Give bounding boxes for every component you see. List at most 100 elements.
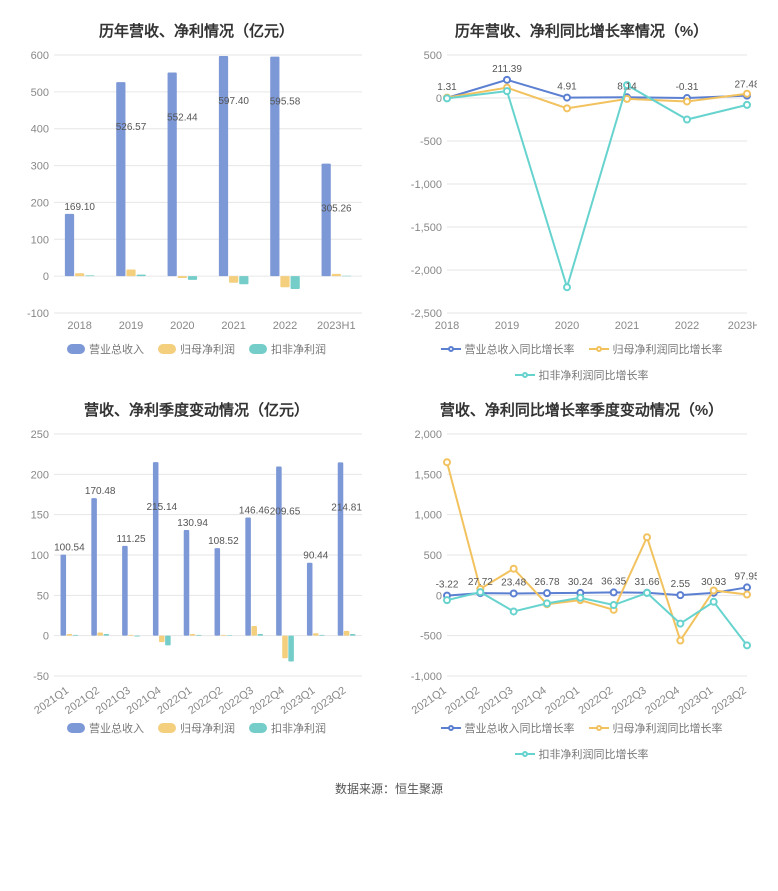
svg-text:-0.31: -0.31 <box>676 82 699 93</box>
svg-text:30.93: 30.93 <box>701 577 726 588</box>
svg-text:-3.22: -3.22 <box>436 580 459 591</box>
svg-text:2018: 2018 <box>435 320 459 332</box>
legend-swatch <box>67 344 85 354</box>
svg-text:108.52: 108.52 <box>208 536 239 547</box>
svg-text:2021Q2: 2021Q2 <box>443 685 482 716</box>
legend-label: 扣非净利润同比增长率 <box>539 367 649 383</box>
svg-text:27.72: 27.72 <box>468 577 493 588</box>
svg-text:100.54: 100.54 <box>54 543 85 554</box>
svg-text:170.48: 170.48 <box>85 486 116 497</box>
legend-item: 扣非净利润 <box>249 341 326 357</box>
svg-text:-1,000: -1,000 <box>411 671 442 683</box>
svg-text:0: 0 <box>436 93 442 105</box>
legend-swatch <box>515 750 535 758</box>
legend-label: 营业总收入 <box>89 341 144 357</box>
svg-text:169.10: 169.10 <box>64 202 95 213</box>
svg-text:500: 500 <box>424 550 442 562</box>
svg-text:2,000: 2,000 <box>414 429 442 441</box>
legend-swatch <box>158 344 176 354</box>
chart4-title: 营收、净利同比增长率季度变动情况（%） <box>397 399 766 420</box>
legend-label: 归母净利润同比增长率 <box>613 341 723 357</box>
svg-text:90.44: 90.44 <box>303 551 328 562</box>
legend-swatch <box>158 723 176 733</box>
legend-swatch <box>441 724 461 732</box>
legend-item: 扣非净利润 <box>249 720 326 736</box>
svg-text:2022Q4: 2022Q4 <box>643 685 682 716</box>
panel-quarterly-growth: 营收、净利同比增长率季度变动情况（%） -1,000 -500 0 500 1,000 1… <box>397 391 766 762</box>
legend-label: 营业总收入 <box>89 720 144 736</box>
legend-item: 扣非净利润同比增长率 <box>515 367 649 383</box>
svg-text:-100: -100 <box>27 308 49 320</box>
svg-text:2021Q3: 2021Q3 <box>476 685 515 716</box>
chart2-legend: 营业总收入同比增长率 归母净利润同比增长率扣非净利润同比增长率 <box>397 341 766 383</box>
svg-text:50: 50 <box>37 590 49 602</box>
svg-text:2023Q2: 2023Q2 <box>710 685 749 716</box>
chart2-plot: -2,500-2,000-1,500-1,000-50005001.31211.… <box>397 47 766 337</box>
legend-item: 归母净利润同比增长率 <box>589 720 723 736</box>
legend-label: 营业总收入同比增长率 <box>465 341 575 357</box>
svg-text:-1,000: -1,000 <box>411 179 442 191</box>
svg-text:0: 0 <box>43 631 49 643</box>
legend-item: 营业总收入 <box>67 341 144 357</box>
legend-swatch <box>67 723 85 733</box>
svg-text:26.78: 26.78 <box>534 577 559 588</box>
svg-text:2019: 2019 <box>495 320 519 332</box>
svg-text:23.48: 23.48 <box>501 577 526 588</box>
svg-text:2023Q2: 2023Q2 <box>309 685 348 716</box>
legend-item: 营业总收入同比增长率 <box>441 341 575 357</box>
legend-label: 归母净利润 <box>180 720 235 736</box>
svg-text:1,500: 1,500 <box>414 469 442 481</box>
svg-text:200: 200 <box>31 469 49 481</box>
svg-text:300: 300 <box>31 161 49 173</box>
legend-swatch <box>589 724 609 732</box>
svg-text:2022Q2: 2022Q2 <box>576 685 615 716</box>
svg-text:1,000: 1,000 <box>414 510 442 522</box>
svg-text:146.46: 146.46 <box>239 506 270 517</box>
svg-text:2021: 2021 <box>615 320 639 332</box>
panel-annual-values: 历年营收、净利情况（亿元） -1000100200300400500600169… <box>12 12 381 383</box>
svg-text:2023H1: 2023H1 <box>728 320 757 332</box>
svg-text:-500: -500 <box>420 136 442 148</box>
svg-text:2020: 2020 <box>555 320 579 332</box>
svg-text:100: 100 <box>31 550 49 562</box>
svg-text:2.55: 2.55 <box>671 579 691 590</box>
svg-text:597.40: 597.40 <box>218 96 249 107</box>
legend-label: 营业总收入同比增长率 <box>465 720 575 736</box>
svg-text:-50: -50 <box>33 671 49 683</box>
svg-text:2022Q3: 2022Q3 <box>610 685 649 716</box>
legend-label: 归母净利润同比增长率 <box>613 720 723 736</box>
svg-text:30.24: 30.24 <box>568 577 593 588</box>
svg-text:111.25: 111.25 <box>116 534 146 545</box>
svg-text:2022: 2022 <box>273 320 297 332</box>
svg-text:27.48: 27.48 <box>734 80 757 91</box>
svg-text:8.14: 8.14 <box>617 81 637 92</box>
svg-text:100: 100 <box>31 234 49 246</box>
chart1-legend: 营业总收入归母净利润 扣非净利润 <box>12 341 381 357</box>
svg-text:0: 0 <box>436 590 442 602</box>
svg-text:595.58: 595.58 <box>270 97 301 108</box>
data-source-footer: 数据来源：恒生聚源 <box>12 780 766 797</box>
legend-item: 归母净利润同比增长率 <box>589 341 723 357</box>
svg-text:2021Q1: 2021Q1 <box>410 685 449 716</box>
svg-text:500: 500 <box>424 50 442 62</box>
legend-label: 扣非净利润同比增长率 <box>539 746 649 762</box>
svg-text:4.91: 4.91 <box>557 82 577 93</box>
legend-label: 扣非净利润 <box>271 341 326 357</box>
svg-text:500: 500 <box>31 87 49 99</box>
legend-swatch <box>441 345 461 353</box>
svg-text:1.31: 1.31 <box>437 82 457 93</box>
svg-text:-500: -500 <box>420 631 442 643</box>
legend-item: 归母净利润 <box>158 341 235 357</box>
chart3-legend: 营业总收入 归母净利润 扣非净利润 <box>12 720 381 736</box>
svg-text:0: 0 <box>43 271 49 283</box>
svg-text:305.26: 305.26 <box>321 204 352 215</box>
svg-text:-2,000: -2,000 <box>411 265 442 277</box>
chart4-legend: 营业总收入同比增长率 归母净利润同比增长率扣非净利润同比增长率 <box>397 720 766 762</box>
svg-text:2021Q4: 2021Q4 <box>510 685 549 716</box>
svg-text:2018: 2018 <box>67 320 91 332</box>
legend-item: 扣非净利润同比增长率 <box>515 746 649 762</box>
svg-text:2019: 2019 <box>119 320 143 332</box>
legend-item: 归母净利润 <box>158 720 235 736</box>
chart-grid: 历年营收、净利情况（亿元） -1000100200300400500600169… <box>12 12 766 762</box>
legend-label: 扣非净利润 <box>271 720 326 736</box>
